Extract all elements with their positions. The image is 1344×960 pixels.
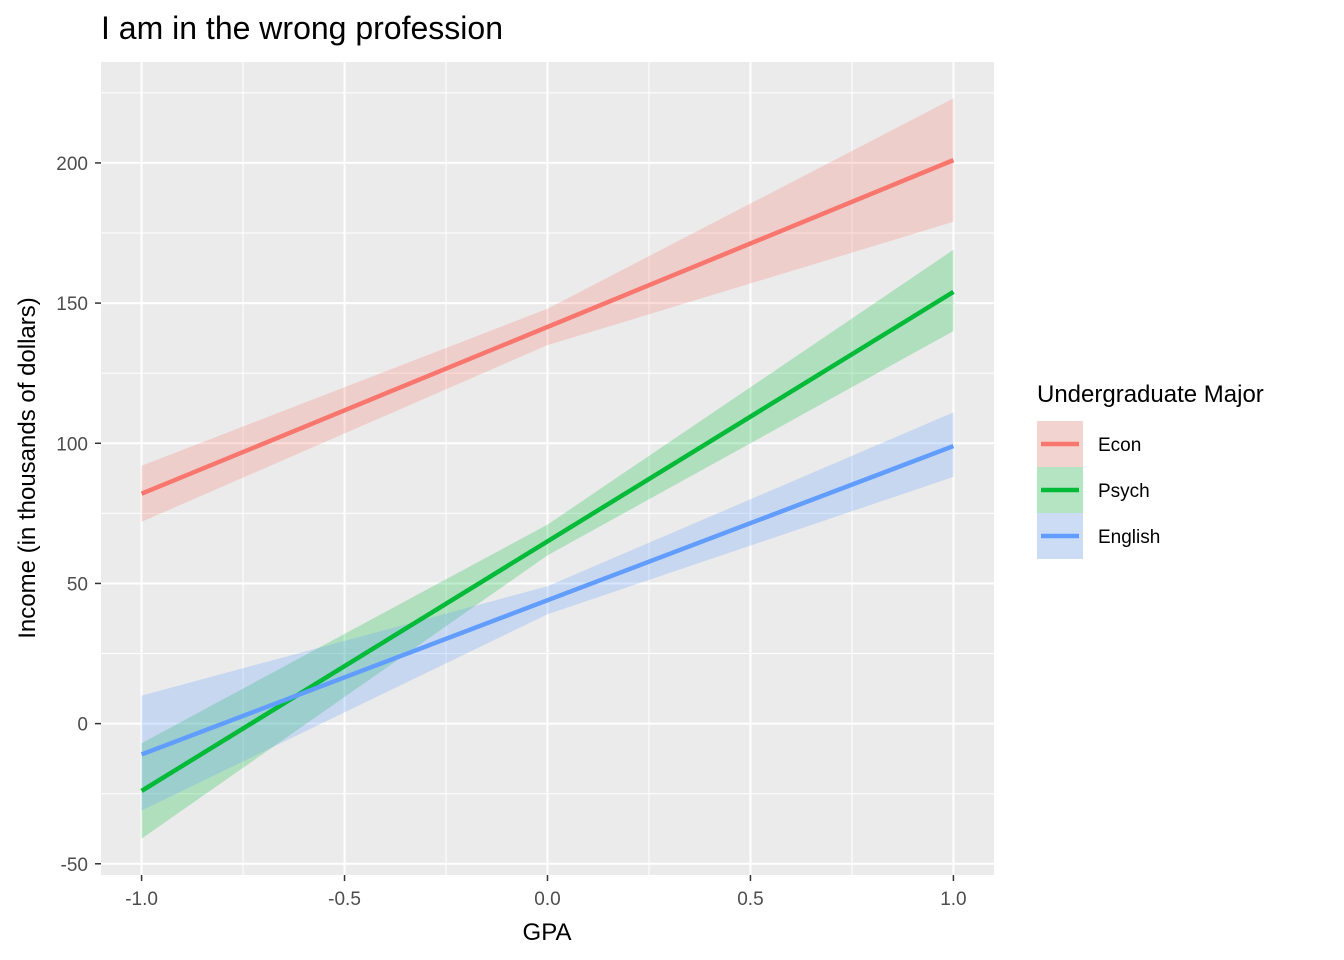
legend-title: Undergraduate Major xyxy=(1037,381,1264,408)
ribbon-econ xyxy=(141,98,954,522)
chart-title: I am in the wrong profession xyxy=(101,10,503,46)
x-axis: -1.0 -0.5 0.0 0.5 1.0 xyxy=(125,875,967,910)
y-tick-label: 50 xyxy=(67,574,88,595)
x-tick-label: -1.0 xyxy=(125,889,158,910)
y-tick-label: 0 xyxy=(77,715,88,736)
y-tick-label: 150 xyxy=(56,294,88,315)
legend-key-econ: Econ xyxy=(1037,421,1141,467)
x-axis-title: GPA xyxy=(523,919,572,946)
legend-label: Econ xyxy=(1098,435,1141,456)
confidence-ribbons xyxy=(141,98,954,839)
x-tick-label: 0.5 xyxy=(737,889,763,910)
line-econ xyxy=(140,158,955,496)
x-tick-label: -0.5 xyxy=(328,889,361,910)
y-axis-title: Income (in thousands of dollars) xyxy=(14,297,41,639)
x-tick-label: 0.0 xyxy=(534,889,560,910)
series-lines xyxy=(140,158,955,793)
ribbon-english xyxy=(141,412,954,811)
y-axis: -50 0 50 100 150 200 xyxy=(56,154,101,876)
legend-key-english: English xyxy=(1037,513,1160,559)
ribbon-psych xyxy=(141,249,954,839)
legend-key-psych: Psych xyxy=(1037,467,1150,513)
grid-major xyxy=(101,62,994,875)
y-tick-label: 100 xyxy=(56,434,88,455)
y-tick-label: 200 xyxy=(56,154,88,175)
line-psych xyxy=(140,289,955,793)
legend: Undergraduate Major Econ Psych English xyxy=(1037,381,1264,559)
line-english xyxy=(140,443,955,757)
y-tick-label: -50 xyxy=(61,855,88,876)
legend-label: Psych xyxy=(1098,481,1150,502)
legend-label: English xyxy=(1098,527,1160,548)
x-tick-label: 1.0 xyxy=(940,889,966,910)
